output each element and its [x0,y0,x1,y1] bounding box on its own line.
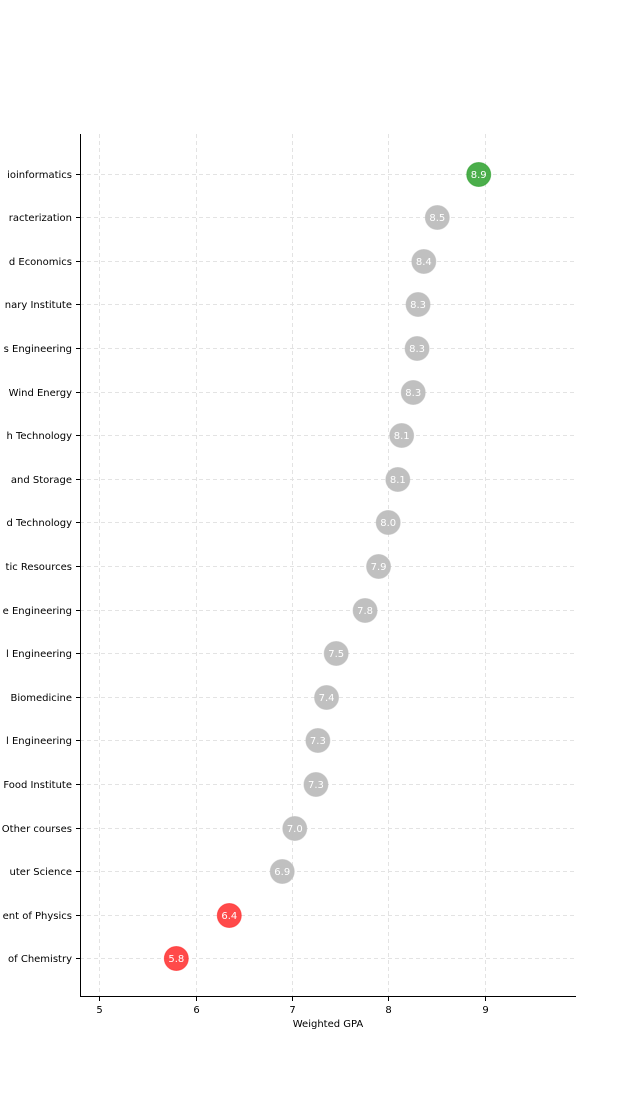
y-tick-label: l Engineering [6,736,72,747]
y-tick-label: s Engineering [4,344,72,355]
gpa-point-label: 7.3 [308,780,324,791]
gpa-point-label: 8.3 [405,388,421,399]
gpa-point-label: 7.9 [371,562,387,573]
y-tick-label: d Economics [9,257,72,268]
y-tick-label: racterization [9,213,72,224]
x-tick-label: 9 [482,1005,488,1016]
y-tick-label: Food Institute [3,780,72,791]
y-tick-label: d Technology [6,518,72,529]
y-tick-label: Other courses [2,824,72,835]
gpa-point-label: 8.1 [394,431,410,442]
data-points: 8.9 8.5 8.4 8.3 8.3 8.3 8.1 8.1 8.0 7.9 7.8 7.5 7.4 7… [163,162,492,971]
gpa-point [303,772,329,797]
gpa-point-label: 5.8 [168,954,184,965]
gpa-point-label: 7.0 [287,824,303,835]
gpa-point-label: 8.5 [429,213,445,224]
y-tick-labels: ioinformatics racterization d Economics nar… [2,170,80,965]
gpa-point-label: 8.4 [416,257,432,268]
gpa-point [366,554,392,579]
gpa-point-label: 7.8 [357,606,373,617]
gpa-point [385,467,411,492]
gpa-point [411,249,437,274]
axes [80,134,576,997]
gpa-point-label: 7.4 [319,693,335,704]
grid-lines [80,134,576,997]
y-tick-label: Biomedicine [10,693,72,704]
y-tick-label: l Engineering [6,649,72,660]
gpa-point [163,946,189,971]
gpa-point [305,728,331,753]
gpa-point-label: 6.9 [274,867,290,878]
gpa-point [405,292,431,317]
y-tick-label: ent of Physics [3,911,72,922]
gpa-point-label: 7.3 [310,736,326,747]
x-tick-label: 6 [193,1005,199,1016]
gpa-point-label: 6.4 [221,911,237,922]
gpa-point-label: 7.5 [328,649,344,660]
y-tick-label: of Chemistry [8,954,72,965]
x-tick-label: 7 [289,1005,295,1016]
x-tick-labels: 5 6 7 8 9 [96,997,489,1016]
gpa-point-label: 8.9 [471,170,487,181]
gpa-point [400,380,426,405]
gpa-point [216,903,242,928]
gpa-point [323,641,349,666]
gpa-point-label: 8.0 [380,518,396,529]
y-tick-label: nary Institute [5,300,72,311]
gpa-point [404,336,430,361]
gpa-point [466,162,492,187]
y-tick-label: h Technology [6,431,72,442]
x-tick-label: 8 [385,1005,391,1016]
gpa-point [424,205,450,230]
gpa-point-label: 8.3 [410,300,426,311]
gpa-point-label: 8.1 [390,475,406,486]
gpa-point-label: 8.3 [409,344,425,355]
gpa-point [352,598,378,623]
y-tick-label: tic Resources [6,562,72,573]
gpa-point [269,859,295,884]
y-tick-label: Wind Energy [9,388,72,399]
x-axis-title: Weighted GPA [293,1019,364,1030]
y-tick-label: and Storage [11,475,72,486]
gpa-point [375,510,401,535]
gpa-point [282,816,308,841]
y-tick-label: uter Science [10,867,72,878]
x-tick-label: 5 [96,1005,102,1016]
y-tick-label: e Engineering [3,606,72,617]
gpa-point [389,423,415,448]
gpa-point [314,685,340,710]
y-tick-label: ioinformatics [7,170,72,181]
